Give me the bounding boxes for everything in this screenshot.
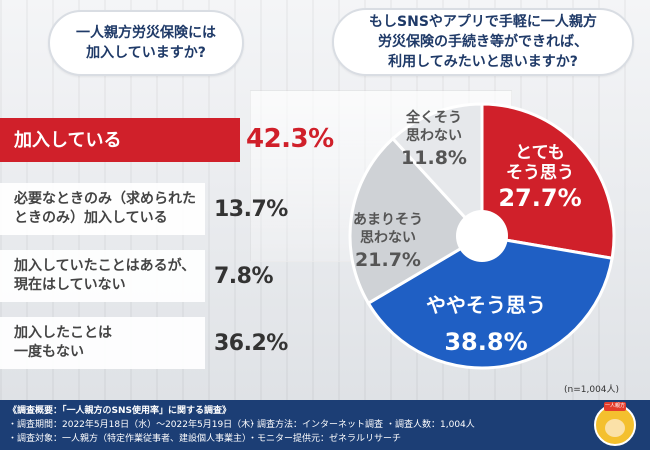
bar-value-label: 13.7% (214, 197, 288, 222)
survey-title: 《調査概要：「一人親方のSNS使用率」に関する調査》 (8, 406, 231, 416)
pie-category-label: とてもそう思う (506, 143, 574, 183)
pie-center-hole (456, 210, 508, 262)
question-right-text: もしSNSやアプリで手軽に一人親方 労災保険の手続き等ができれば、 利用してみた… (369, 14, 597, 70)
bar-label: 加入している (0, 118, 240, 162)
pie-value-label: 11.8% (401, 147, 467, 169)
bar-value-label: 42.3% (246, 124, 334, 154)
sample-size-note: (n=1,004人) (564, 385, 620, 395)
bar-value-label: 36.2% (214, 331, 288, 356)
question-right-bubble: もしSNSやアプリで手軽に一人親方 労災保険の手続き等ができれば、 利用してみた… (332, 8, 634, 76)
survey-target: ・調査対象：一人親方（特定作業従事者、建設個人事業主） (8, 434, 252, 444)
pie-category-label: ややそう思う (426, 293, 546, 317)
survey-provider: ・モニター提供元：ゼネラルリサーチ (248, 434, 402, 444)
pie-slice (390, 102, 484, 240)
survey-footer: 《調査概要：「一人親方のSNS使用率」に関する調査》 ・調査期間：2022年5月… (0, 400, 650, 450)
survey-period: ・調査期間：2022年5月18日（水）～2022年5月19日（木） (8, 420, 260, 430)
question-left-bubble: 一人親方労災保険には 加入していますか? (48, 10, 244, 76)
pie-value-label: 38.8% (444, 328, 527, 356)
pie-slice (480, 102, 616, 261)
pie-slice (348, 136, 485, 306)
question-left-text: 一人親方労災保険には 加入していますか? (76, 25, 216, 61)
pie-category-label: 全くそう思わない (405, 109, 462, 144)
bar-value-label: 7.8% (214, 264, 274, 289)
survey-method: ・調査方法：インターネット調査 (248, 420, 384, 430)
bar-label: 必要なときのみ（求められた ときのみ）加入している (0, 183, 205, 235)
bar-label: 加入していたことはあるが、 現在はしていない (0, 250, 205, 302)
mascot-tag: 一人親方 (604, 402, 626, 411)
survey-count: ・調査人数：1,004人 (386, 420, 475, 430)
bar-label: 加入したことは 一度もない (0, 317, 205, 369)
pie-value-label: 27.7% (498, 184, 581, 212)
pie-category-label: あまりそう思わない (353, 212, 423, 246)
pie-slice (366, 234, 614, 370)
pie-value-label: 21.7% (355, 249, 421, 271)
